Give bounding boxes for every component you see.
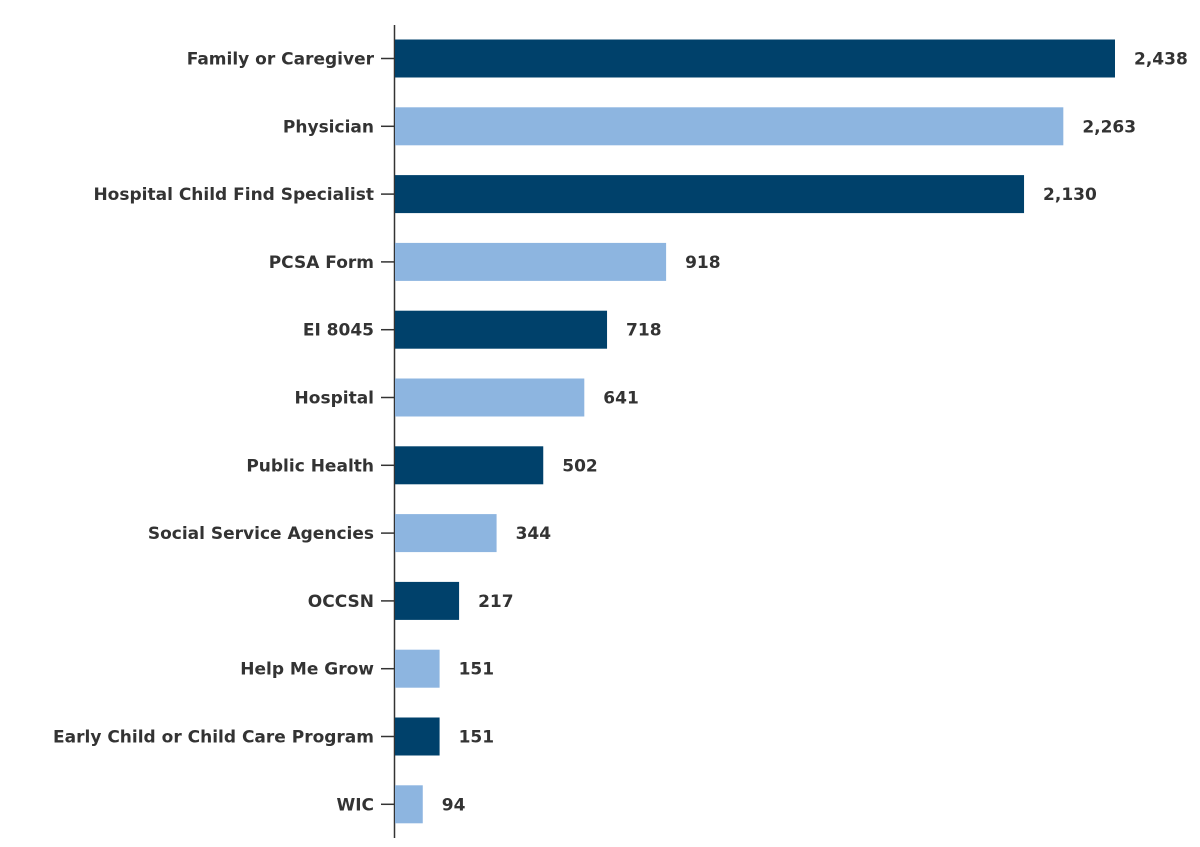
bar	[395, 175, 1025, 214]
category-label: OCCSN	[308, 592, 374, 612]
bar	[395, 39, 1115, 78]
bar	[395, 310, 608, 349]
value-label: 2,130	[1043, 185, 1097, 205]
category-label: Early Child or Child Care Program	[53, 728, 374, 748]
category-label: Public Health	[246, 456, 374, 476]
category-label: Social Service Agencies	[148, 524, 374, 544]
bar	[395, 514, 497, 553]
category-label: Hospital Child Find Specialist	[93, 185, 374, 205]
category-label: Physician	[283, 117, 374, 137]
value-label: 918	[685, 253, 721, 273]
bar	[395, 378, 585, 417]
category-label: EI 8045	[303, 321, 374, 341]
value-label: 718	[626, 321, 662, 341]
category-label: Family or Caregiver	[187, 50, 375, 70]
value-label: 2,438	[1134, 50, 1188, 70]
category-label: Help Me Grow	[240, 660, 374, 680]
bar	[395, 446, 544, 485]
value-label: 217	[478, 592, 514, 612]
bar	[395, 581, 460, 620]
value-label: 2,263	[1082, 117, 1136, 137]
category-label: Hospital	[295, 389, 374, 409]
bar	[395, 649, 440, 688]
value-label: 151	[459, 660, 495, 680]
bar	[395, 785, 423, 824]
value-label: 151	[459, 728, 495, 748]
value-label: 94	[442, 795, 466, 815]
value-label: 641	[603, 389, 639, 409]
category-label: WIC	[336, 795, 374, 815]
bar	[395, 242, 667, 281]
bar	[395, 717, 440, 756]
value-label: 502	[562, 456, 598, 476]
value-label: 344	[516, 524, 552, 544]
bar	[395, 107, 1064, 146]
category-label: PCSA Form	[269, 253, 374, 273]
